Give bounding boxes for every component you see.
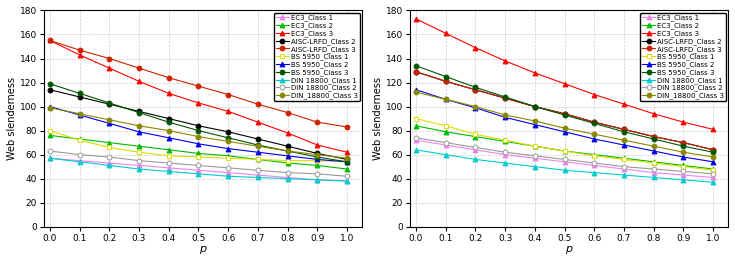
Y-axis label: Web slenderness: Web slenderness [373, 77, 383, 160]
Legend: EC3_Class 1, EC3_Class 2, EC3_Class 3, AISC-LRFD_Class 2, AISC-LRFD_Class 3, BS : EC3_Class 1, EC3_Class 2, EC3_Class 3, A… [274, 13, 360, 101]
X-axis label: p: p [199, 244, 207, 254]
X-axis label: p: p [565, 244, 573, 254]
Y-axis label: Web slenderness: Web slenderness [7, 77, 17, 160]
Legend: EC3_Class 1, EC3_Class 2, EC3_Class 3, AISC-LRFD_Class 2, AISC-LRFD_Class 3, BS : EC3_Class 1, EC3_Class 2, EC3_Class 3, A… [640, 13, 726, 101]
